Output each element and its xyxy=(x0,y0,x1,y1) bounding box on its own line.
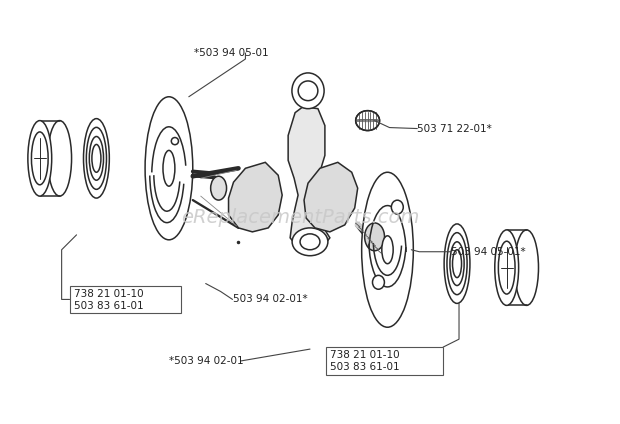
Ellipse shape xyxy=(298,81,318,100)
Text: 503 71 22-01*: 503 71 22-01* xyxy=(417,123,492,134)
Ellipse shape xyxy=(357,120,378,121)
Ellipse shape xyxy=(357,120,378,121)
Ellipse shape xyxy=(89,137,104,180)
Ellipse shape xyxy=(292,73,324,109)
Polygon shape xyxy=(288,107,330,252)
Ellipse shape xyxy=(453,250,461,278)
Text: 503 83 61-01: 503 83 61-01 xyxy=(74,301,143,310)
Ellipse shape xyxy=(357,120,378,122)
Ellipse shape xyxy=(450,242,464,285)
Ellipse shape xyxy=(357,120,378,121)
Text: 738 21 01-10: 738 21 01-10 xyxy=(330,351,399,360)
Ellipse shape xyxy=(211,176,226,200)
Ellipse shape xyxy=(357,120,378,121)
Ellipse shape xyxy=(92,145,101,172)
Ellipse shape xyxy=(495,230,518,305)
Polygon shape xyxy=(304,162,358,232)
Ellipse shape xyxy=(357,120,378,121)
Text: 738 21 01-10: 738 21 01-10 xyxy=(74,289,143,299)
Ellipse shape xyxy=(357,119,378,121)
Text: 503 94 02-01*: 503 94 02-01* xyxy=(232,294,307,304)
Ellipse shape xyxy=(86,127,107,190)
Ellipse shape xyxy=(28,120,51,196)
Ellipse shape xyxy=(356,111,379,131)
Ellipse shape xyxy=(447,233,467,295)
Ellipse shape xyxy=(357,120,378,122)
Ellipse shape xyxy=(84,119,109,198)
Ellipse shape xyxy=(163,151,175,186)
Ellipse shape xyxy=(292,228,328,256)
Text: eReplacementParts.com: eReplacementParts.com xyxy=(181,209,419,227)
Ellipse shape xyxy=(145,97,193,240)
Ellipse shape xyxy=(300,234,320,250)
Ellipse shape xyxy=(171,137,179,145)
Ellipse shape xyxy=(444,224,470,304)
Ellipse shape xyxy=(361,172,414,327)
Text: *503 94 02-01: *503 94 02-01 xyxy=(169,356,244,366)
Polygon shape xyxy=(229,162,282,232)
Ellipse shape xyxy=(382,236,393,264)
Text: 503 94 05-01*: 503 94 05-01* xyxy=(451,247,526,257)
Ellipse shape xyxy=(515,230,539,305)
Ellipse shape xyxy=(498,241,515,294)
Ellipse shape xyxy=(365,223,384,251)
Ellipse shape xyxy=(391,200,403,214)
Ellipse shape xyxy=(373,275,384,289)
FancyBboxPatch shape xyxy=(69,285,181,313)
Ellipse shape xyxy=(357,120,378,122)
Text: *503 94 05-01: *503 94 05-01 xyxy=(194,48,268,58)
Text: 503 83 61-01: 503 83 61-01 xyxy=(330,362,399,372)
FancyBboxPatch shape xyxy=(326,347,443,375)
Ellipse shape xyxy=(48,120,71,196)
Ellipse shape xyxy=(32,132,48,185)
Ellipse shape xyxy=(357,120,378,122)
